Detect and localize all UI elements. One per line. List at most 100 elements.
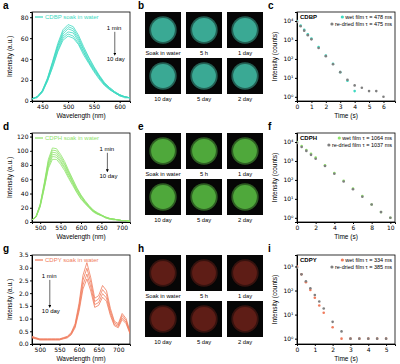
legend-label: CDPY soak in water bbox=[45, 257, 99, 263]
spectrum-line bbox=[32, 159, 130, 221]
data-point bbox=[352, 188, 355, 191]
film-glow bbox=[231, 137, 258, 164]
tick-label: 100 bbox=[17, 147, 29, 154]
photo-background bbox=[145, 12, 181, 48]
tick-label: 60 bbox=[21, 35, 29, 42]
tick: 10² bbox=[283, 55, 297, 62]
series bbox=[297, 265, 387, 340]
tick-label: 1.0 bbox=[19, 315, 29, 322]
data-point bbox=[300, 273, 303, 276]
data-point bbox=[300, 145, 303, 148]
tick: 600 bbox=[114, 101, 126, 110]
data-point bbox=[370, 203, 373, 206]
data-point bbox=[361, 195, 364, 198]
x-axis-title: Time (s) bbox=[334, 233, 358, 241]
axis-line bbox=[298, 345, 396, 347]
data-point bbox=[376, 337, 379, 340]
film-spot bbox=[233, 185, 257, 209]
tick-label: 3.5 bbox=[19, 251, 29, 258]
legend-label: CDPH soak in water bbox=[45, 135, 99, 141]
y-axis: 10⁰10¹10²10³ bbox=[283, 256, 297, 345]
figure: a450500550600020406080Wavelength (nm)Int… bbox=[0, 0, 400, 364]
data-point bbox=[303, 29, 306, 32]
photo-label: 10 day bbox=[154, 217, 172, 223]
tick-label: 120 bbox=[17, 133, 29, 140]
tick: 10⁰ bbox=[283, 214, 297, 221]
tick-label: 4 bbox=[367, 346, 371, 353]
tick-label: 600 bbox=[74, 346, 86, 353]
tick: 2 bbox=[324, 101, 328, 110]
photo-background bbox=[227, 179, 263, 215]
tick-label: 20 bbox=[21, 76, 29, 83]
tick: 550 bbox=[54, 344, 66, 353]
film-glow bbox=[149, 16, 176, 43]
panel-c: c012345610⁰10¹10²10³10⁴Time (s)Intensity… bbox=[268, 0, 396, 120]
film-spot bbox=[151, 307, 175, 331]
data-point bbox=[380, 211, 383, 214]
tick: 700 bbox=[117, 222, 129, 231]
spectrum-line bbox=[32, 274, 130, 340]
data-point bbox=[367, 337, 370, 340]
tick-label: 2.0 bbox=[19, 290, 29, 297]
data-point bbox=[317, 46, 320, 49]
data-point bbox=[332, 63, 335, 66]
spectrum-line bbox=[32, 32, 130, 99]
x-axis: 012345 bbox=[296, 344, 396, 353]
tick-label: 600 bbox=[76, 224, 88, 231]
tick-label: 80 bbox=[21, 14, 29, 21]
x-axis-title: Wavelength (nm) bbox=[56, 355, 105, 363]
film-glow bbox=[149, 183, 176, 210]
photo-label: 5 h bbox=[200, 293, 208, 299]
tick-label: 10² bbox=[283, 287, 294, 294]
tick: 10⁴ bbox=[283, 17, 297, 24]
photo-label: 5 day bbox=[197, 339, 211, 345]
data-point bbox=[370, 203, 373, 206]
film-spot bbox=[192, 139, 216, 163]
spectrum-line bbox=[32, 156, 130, 221]
data-point bbox=[324, 164, 327, 167]
tick-label: 10³ bbox=[283, 263, 294, 270]
series bbox=[297, 266, 387, 340]
panel-letter: f bbox=[268, 121, 272, 132]
annotation: 10 day bbox=[42, 308, 60, 314]
photo-background bbox=[186, 133, 222, 169]
figure-canvas: a450500550600020406080Wavelength (nm)Int… bbox=[0, 0, 400, 364]
data-point bbox=[318, 304, 321, 307]
tick: 1 bbox=[313, 344, 317, 353]
panel-f: f024681010⁰10¹10²10³10⁴Time (s)Intensity… bbox=[268, 121, 396, 241]
y-axis-title: Intensity (counts) bbox=[271, 32, 279, 82]
tick: 6 bbox=[382, 101, 386, 110]
tick: 10³ bbox=[283, 263, 297, 270]
tick-label: 1.5 bbox=[19, 302, 29, 309]
photo-label: Soak in water bbox=[145, 171, 180, 177]
plot-frame bbox=[297, 133, 395, 222]
tick-label: 20 bbox=[21, 204, 29, 211]
legend-swatch bbox=[35, 16, 43, 17]
data-point bbox=[314, 294, 317, 297]
tick: 10 bbox=[387, 222, 395, 231]
tick-label: 0 bbox=[25, 218, 29, 225]
tick: 40 bbox=[21, 56, 32, 63]
tick: 3 bbox=[349, 344, 353, 353]
plot-frame bbox=[32, 255, 130, 344]
series bbox=[297, 141, 392, 219]
tick: 1.0 bbox=[19, 315, 32, 322]
x-axis: 0246810 bbox=[296, 222, 396, 231]
film-spot bbox=[192, 185, 216, 209]
data-point bbox=[339, 71, 342, 74]
plot-frame bbox=[32, 12, 130, 101]
tick: 2 bbox=[331, 344, 335, 353]
tick: 0.5 bbox=[19, 328, 32, 335]
tick: 0 bbox=[25, 97, 32, 104]
film-glow bbox=[190, 183, 217, 210]
tick-label: 5 bbox=[385, 346, 389, 353]
photo-background bbox=[186, 58, 222, 94]
data-point bbox=[297, 142, 298, 145]
legend-marker bbox=[338, 136, 341, 139]
data-point bbox=[385, 337, 388, 340]
tick: 10⁰ bbox=[283, 93, 297, 100]
film-glow bbox=[190, 62, 217, 89]
legend-label: re-dried film τ = 385 ms bbox=[335, 264, 392, 270]
data-point bbox=[307, 33, 310, 36]
panel-g: g5005506006507000.00.51.01.52.02.53.03.5… bbox=[3, 243, 131, 363]
